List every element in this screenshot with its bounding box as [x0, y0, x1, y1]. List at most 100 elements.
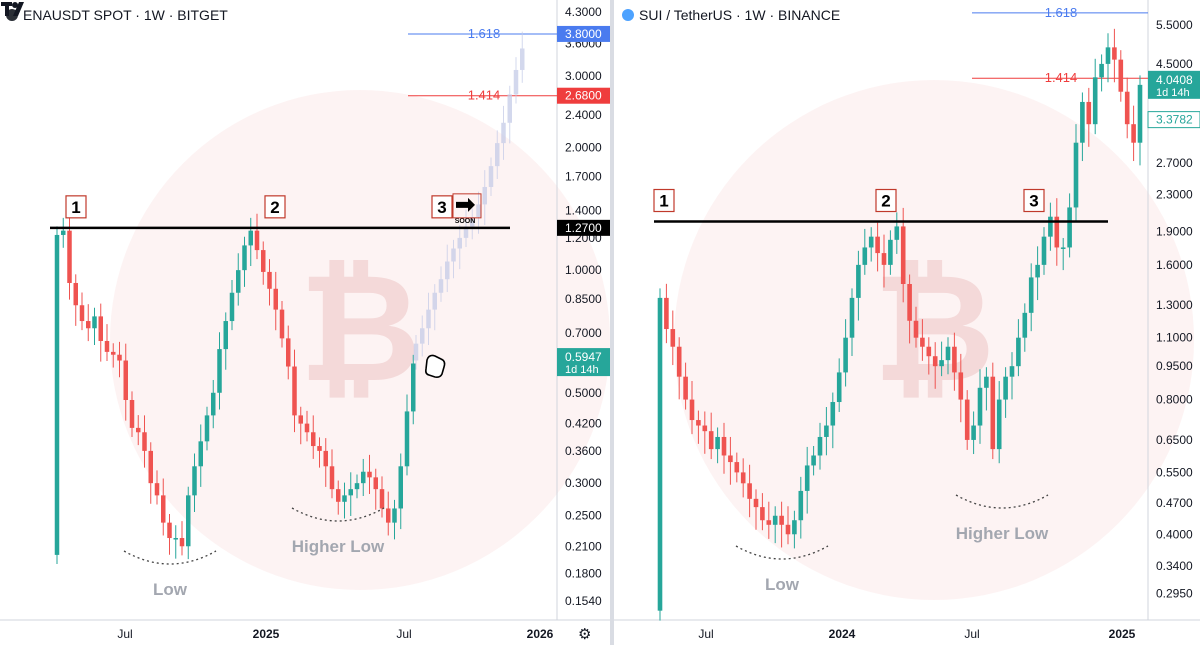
- candle-body: [317, 446, 322, 451]
- candle-body: [958, 372, 964, 400]
- price-tick-label: 0.8000: [1156, 393, 1193, 407]
- candle-body: [1041, 236, 1047, 265]
- candle-body: [507, 94, 512, 123]
- projection-candle: [495, 130, 500, 179]
- arrow-right-icon: [456, 197, 475, 212]
- candle: [996, 381, 1002, 464]
- watermark-bitcoin-icon: ₿: [299, 242, 421, 416]
- candle-body: [1124, 91, 1130, 125]
- candle: [54, 226, 60, 564]
- candle-body: [862, 247, 868, 265]
- candle-body: [73, 282, 78, 306]
- candle-body: [217, 349, 222, 393]
- annotation-label: Low: [765, 575, 800, 594]
- candle-body: [488, 166, 494, 187]
- candle-body: [92, 316, 97, 329]
- hand-cursor-icon: [425, 354, 446, 378]
- candle-body: [1048, 216, 1053, 237]
- price-tick-label: 1.3000: [1156, 298, 1193, 312]
- candle: [926, 337, 932, 375]
- candle: [676, 337, 682, 400]
- fib-price-tag: [557, 87, 610, 104]
- candle: [830, 392, 836, 449]
- settings-gear-icon[interactable]: ⚙: [578, 626, 592, 643]
- panel-divider[interactable]: [610, 0, 614, 645]
- price-tick-label: 2.7000: [1156, 156, 1193, 170]
- candle-body: [702, 425, 708, 432]
- candle-body: [1112, 47, 1117, 60]
- watermark-bitcoin-icon: ₿: [873, 242, 995, 416]
- candle: [715, 427, 720, 464]
- candle-body: [111, 351, 116, 355]
- candle: [894, 212, 900, 254]
- candle-body: [342, 495, 347, 502]
- current-price-label: 4.0408: [1156, 73, 1193, 87]
- left-title-text: ENAUSDT SPOT · 1W · BITGET: [23, 7, 228, 23]
- candle-body: [696, 420, 701, 426]
- watermark-circle: [674, 80, 1194, 600]
- candle-body: [881, 253, 887, 265]
- price-tick-label: 4.3000: [565, 5, 602, 19]
- candle: [1067, 193, 1072, 258]
- marker-label-2: 2: [270, 198, 279, 217]
- candle-body: [236, 270, 241, 293]
- candle-body: [104, 340, 110, 352]
- candle-body: [348, 489, 353, 496]
- candle: [198, 424, 203, 487]
- price-tick-label: 1.4000: [565, 204, 602, 218]
- candle: [1118, 50, 1124, 102]
- candle: [696, 410, 701, 444]
- candle: [920, 319, 925, 361]
- candle-body: [856, 264, 861, 298]
- candle: [1092, 58, 1098, 135]
- right-chart-title: SUI / TetherUS · 1W · BINANCE: [622, 7, 840, 23]
- projection-candle: [488, 157, 494, 197]
- candle: [875, 222, 880, 272]
- candle: [664, 283, 669, 344]
- candle: [142, 415, 147, 468]
- candle: [881, 234, 887, 288]
- price-tick-label: 1.7000: [565, 169, 602, 183]
- candle: [1009, 352, 1015, 400]
- left-chart-svg[interactable]: ₿4.30003.60003.00002.40002.00001.70001.4…: [0, 0, 610, 645]
- candle-body: [1105, 47, 1111, 64]
- left-chart-panel[interactable]: ₿ 4.3000 3.6000 3.0000 2.4000 2.0000 1.7000 1.4…: [0, 0, 610, 645]
- candle: [361, 458, 366, 496]
- fib-price-tag: [557, 25, 610, 42]
- candle: [689, 381, 695, 435]
- price-tick-label: 0.9500: [1156, 359, 1193, 373]
- projection-candle: [451, 239, 456, 279]
- candle-body: [211, 392, 216, 416]
- candle: [336, 480, 341, 515]
- candle-body: [229, 292, 235, 322]
- candle: [792, 510, 797, 549]
- candle: [111, 343, 116, 368]
- projection-candle: [438, 266, 444, 302]
- candle-body: [1016, 337, 1021, 367]
- candle: [753, 489, 759, 530]
- candle-body: [123, 360, 128, 400]
- candle-body: [676, 346, 682, 377]
- annotation-label: Higher Low: [292, 537, 385, 556]
- candle: [785, 506, 791, 545]
- marker-box-2: [264, 195, 286, 219]
- candle-body: [734, 462, 740, 473]
- candle: [129, 391, 135, 437]
- candle: [913, 306, 919, 348]
- candle-body: [772, 515, 778, 525]
- right-chart-panel[interactable]: ₿ 5.5000 4.5000 3.3782 2.7000 2.3000 1.9000 1.6…: [614, 0, 1200, 645]
- candle-body: [267, 271, 272, 289]
- time-tick-label: Jul: [964, 627, 979, 641]
- right-chart-svg[interactable]: ₿ 5.5000 4.5000 3.3782 2.7000 2.3000 1.9000 1.6…: [614, 0, 1200, 645]
- fib-price-label: 2.6800: [565, 89, 602, 103]
- candle-body: [129, 399, 135, 428]
- projection-candle: [426, 292, 431, 345]
- candle-body: [964, 399, 970, 440]
- candle: [254, 213, 260, 260]
- candle: [298, 406, 303, 445]
- price-tick-label: 4.5000: [1156, 57, 1193, 71]
- bottom-arc: [123, 550, 217, 565]
- price-tick-label: 0.3600: [565, 444, 602, 458]
- candle: [760, 493, 765, 531]
- candle-body: [1035, 264, 1040, 278]
